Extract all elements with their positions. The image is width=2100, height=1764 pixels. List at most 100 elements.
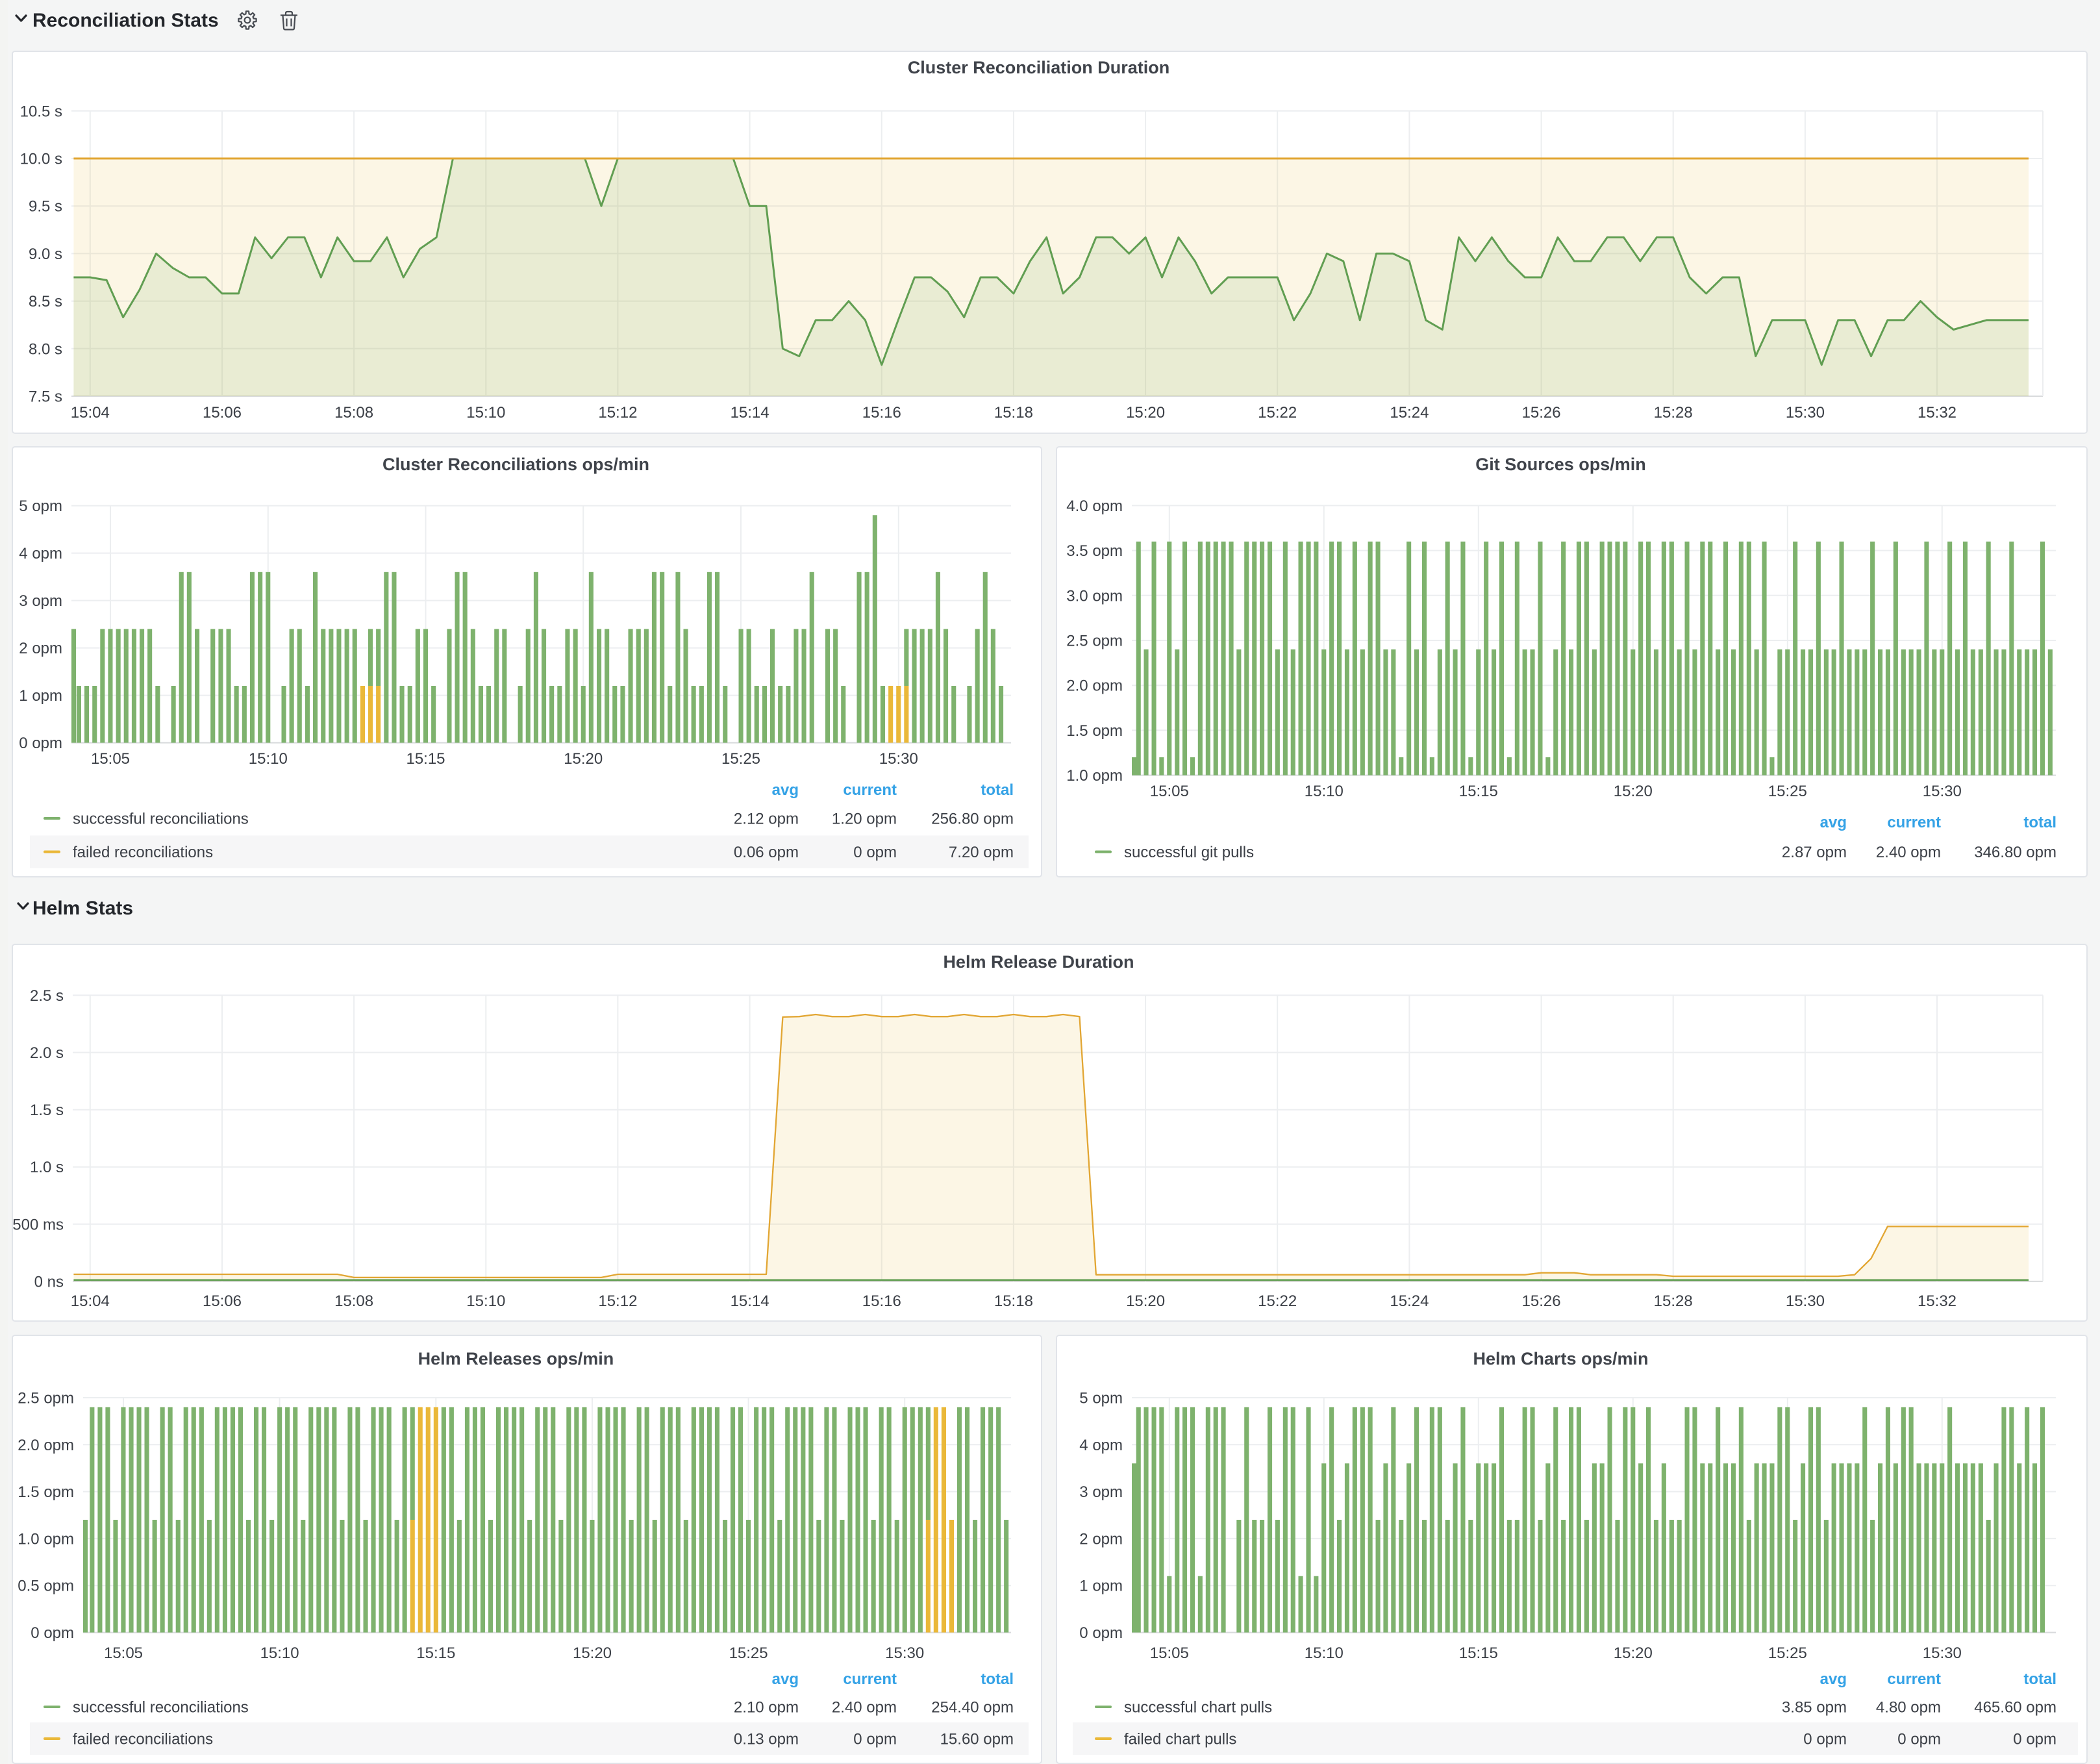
svg-text:15:30: 15:30: [1923, 1644, 1962, 1662]
svg-text:15:10: 15:10: [466, 404, 505, 422]
svg-text:Cluster Reconciliation Duratio: Cluster Reconciliation Duration: [908, 58, 1170, 77]
svg-text:15:06: 15:06: [203, 1292, 242, 1310]
svg-text:avg: avg: [1820, 1670, 1847, 1688]
svg-text:successful git pulls: successful git pulls: [1124, 844, 1254, 861]
svg-text:15.60 opm: 15.60 opm: [940, 1731, 1014, 1748]
svg-text:15:20: 15:20: [1126, 404, 1165, 422]
svg-text:5 opm: 5 opm: [1079, 1390, 1123, 1407]
svg-text:3 opm: 3 opm: [19, 592, 62, 610]
svg-text:0 opm: 0 opm: [1897, 1731, 1941, 1748]
svg-text:7.5 s: 7.5 s: [29, 388, 62, 406]
svg-text:0 opm: 0 opm: [31, 1624, 74, 1642]
svg-text:3.85 opm: 3.85 opm: [1782, 1699, 1847, 1717]
svg-text:current: current: [843, 781, 897, 799]
svg-text:0 opm: 0 opm: [1803, 1731, 1847, 1748]
svg-text:15:05: 15:05: [1150, 783, 1189, 800]
svg-text:2.40 opm: 2.40 opm: [1876, 844, 1941, 861]
svg-text:3.0 opm: 3.0 opm: [1066, 587, 1123, 605]
svg-text:2 opm: 2 opm: [1079, 1530, 1123, 1548]
svg-text:15:22: 15:22: [1258, 404, 1297, 422]
svg-text:Git Sources ops/min: Git Sources ops/min: [1475, 455, 1646, 474]
svg-text:current: current: [1887, 814, 1941, 831]
svg-text:15:20: 15:20: [1614, 1644, 1653, 1662]
svg-text:2.10 opm: 2.10 opm: [734, 1699, 799, 1717]
svg-text:current: current: [843, 1670, 897, 1688]
svg-text:15:18: 15:18: [994, 404, 1033, 422]
svg-text:15:10: 15:10: [466, 1292, 505, 1310]
svg-text:15:12: 15:12: [598, 404, 637, 422]
svg-text:failed chart pulls: failed chart pulls: [1124, 1731, 1236, 1748]
svg-text:Cluster Reconciliations ops/mi: Cluster Reconciliations ops/min: [382, 455, 649, 474]
svg-text:1.5 s: 1.5 s: [30, 1102, 64, 1119]
svg-text:15:16: 15:16: [862, 1292, 901, 1310]
svg-text:15:20: 15:20: [1614, 783, 1653, 800]
svg-text:avg: avg: [1820, 814, 1847, 831]
svg-text:15:26: 15:26: [1522, 404, 1561, 422]
svg-text:256.80 opm: 256.80 opm: [931, 811, 1014, 828]
svg-text:15:32: 15:32: [1918, 404, 1956, 422]
svg-text:254.40 opm: 254.40 opm: [931, 1699, 1014, 1717]
svg-text:avg: avg: [772, 1670, 799, 1688]
svg-text:1.0 s: 1.0 s: [30, 1159, 64, 1176]
svg-text:0 ns: 0 ns: [34, 1273, 64, 1291]
svg-text:15:30: 15:30: [879, 750, 918, 768]
svg-text:2.5 opm: 2.5 opm: [18, 1390, 74, 1407]
svg-text:15:15: 15:15: [416, 1644, 455, 1662]
svg-text:1.20 opm: 1.20 opm: [832, 811, 897, 828]
svg-text:15:04: 15:04: [71, 1292, 110, 1310]
svg-text:2.5 opm: 2.5 opm: [1066, 633, 1123, 650]
svg-text:15:30: 15:30: [1786, 404, 1825, 422]
svg-text:346.80 opm: 346.80 opm: [1974, 844, 2056, 861]
svg-text:15:04: 15:04: [71, 404, 110, 422]
svg-text:Helm Releases ops/min: Helm Releases ops/min: [418, 1349, 614, 1368]
svg-text:15:25: 15:25: [729, 1644, 768, 1662]
svg-text:2.87 opm: 2.87 opm: [1782, 844, 1847, 861]
svg-text:15:25: 15:25: [1768, 1644, 1807, 1662]
svg-text:4 opm: 4 opm: [1079, 1437, 1123, 1454]
svg-text:15:30: 15:30: [1923, 783, 1962, 800]
svg-text:15:22: 15:22: [1258, 1292, 1297, 1310]
svg-text:15:10: 15:10: [249, 750, 288, 768]
svg-text:500 ms: 500 ms: [12, 1216, 64, 1233]
svg-text:failed reconciliations: failed reconciliations: [73, 1731, 213, 1748]
svg-text:failed reconciliations: failed reconciliations: [73, 844, 213, 861]
svg-text:15:30: 15:30: [885, 1644, 924, 1662]
svg-text:15:24: 15:24: [1390, 404, 1429, 422]
svg-text:Helm Charts ops/min: Helm Charts ops/min: [1473, 1349, 1648, 1368]
svg-text:0 opm: 0 opm: [19, 735, 62, 752]
svg-text:15:06: 15:06: [203, 404, 242, 422]
svg-text:total: total: [2023, 1670, 2056, 1688]
svg-text:15:20: 15:20: [564, 750, 603, 768]
svg-text:15:08: 15:08: [334, 1292, 373, 1310]
svg-text:2.0 opm: 2.0 opm: [18, 1437, 74, 1454]
svg-text:15:05: 15:05: [1150, 1644, 1189, 1662]
svg-text:15:26: 15:26: [1522, 1292, 1561, 1310]
svg-text:15:10: 15:10: [260, 1644, 299, 1662]
svg-text:15:28: 15:28: [1654, 1292, 1693, 1310]
svg-text:total: total: [981, 781, 1014, 799]
svg-text:15:12: 15:12: [598, 1292, 637, 1310]
svg-text:2.12 opm: 2.12 opm: [734, 811, 799, 828]
svg-text:4.0 opm: 4.0 opm: [1066, 498, 1123, 515]
svg-text:1.0 opm: 1.0 opm: [1066, 767, 1123, 785]
svg-text:1 opm: 1 opm: [1079, 1578, 1123, 1595]
svg-text:15:14: 15:14: [731, 404, 769, 422]
svg-text:9.5 s: 9.5 s: [29, 198, 62, 216]
svg-text:15:32: 15:32: [1918, 1292, 1956, 1310]
svg-text:1.0 opm: 1.0 opm: [18, 1530, 74, 1548]
svg-text:15:25: 15:25: [1768, 783, 1807, 800]
svg-text:avg: avg: [772, 781, 799, 799]
svg-text:10.0 s: 10.0 s: [20, 151, 62, 168]
svg-text:Helm Release Duration: Helm Release Duration: [943, 952, 1134, 972]
svg-text:15:20: 15:20: [573, 1644, 612, 1662]
svg-text:0 opm: 0 opm: [2013, 1731, 2056, 1748]
svg-text:15:05: 15:05: [91, 750, 130, 768]
svg-text:0.5 opm: 0.5 opm: [18, 1578, 74, 1595]
svg-text:15:15: 15:15: [1459, 1644, 1498, 1662]
svg-text:4 opm: 4 opm: [19, 545, 62, 562]
svg-text:0 opm: 0 opm: [853, 844, 897, 861]
svg-text:0.13 opm: 0.13 opm: [734, 1731, 799, 1748]
svg-text:Helm Stats: Helm Stats: [32, 898, 133, 919]
svg-text:465.60 opm: 465.60 opm: [1974, 1699, 2056, 1717]
svg-text:1 opm: 1 opm: [19, 687, 62, 705]
